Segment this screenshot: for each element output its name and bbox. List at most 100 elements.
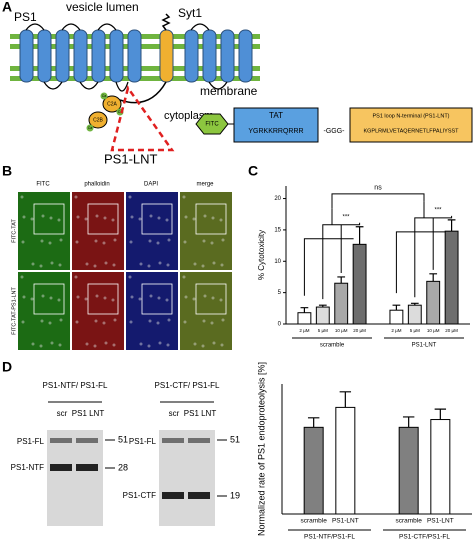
helix bbox=[220, 29, 235, 83]
panel-label: A bbox=[2, 0, 12, 15]
error-bar bbox=[434, 408, 447, 420]
speck bbox=[211, 216, 215, 220]
speck bbox=[76, 295, 80, 299]
calcium bbox=[86, 124, 94, 132]
micrograph bbox=[126, 192, 178, 270]
speck bbox=[21, 320, 25, 324]
x-tick-label: 10 µM bbox=[427, 328, 440, 333]
inset bbox=[33, 283, 65, 315]
helix bbox=[127, 29, 142, 83]
significance: *** bbox=[342, 214, 350, 220]
speck bbox=[95, 214, 99, 218]
speck bbox=[201, 344, 205, 348]
bar bbox=[334, 282, 349, 325]
speck bbox=[193, 262, 197, 266]
speck bbox=[184, 295, 188, 299]
significance: ns bbox=[374, 185, 382, 192]
y-tick-label: 5 bbox=[278, 290, 282, 296]
significance: *** bbox=[434, 207, 442, 213]
speck bbox=[21, 240, 25, 244]
band bbox=[76, 438, 98, 443]
speck bbox=[40, 239, 44, 243]
speck bbox=[221, 318, 225, 322]
calcium-label: Ca bbox=[118, 110, 123, 114]
construct-sequence: KGPLRMLVETAQERNETLFPALIYSST bbox=[363, 128, 459, 134]
speck bbox=[210, 321, 214, 325]
x-tick-label: scramble bbox=[395, 518, 422, 525]
sig-bracket bbox=[395, 201, 453, 298]
lane-label: PS1 LNT bbox=[72, 409, 105, 418]
speck bbox=[40, 319, 44, 323]
sig-bracket bbox=[303, 208, 361, 300]
speck bbox=[58, 263, 62, 267]
x-tick-label: PS1-LNT bbox=[332, 518, 359, 525]
speck bbox=[74, 275, 78, 279]
error-bar bbox=[392, 304, 401, 311]
speck bbox=[41, 214, 45, 218]
speck bbox=[138, 217, 142, 221]
speck bbox=[93, 264, 97, 268]
tat-box bbox=[233, 107, 319, 143]
error-bar bbox=[447, 219, 456, 232]
inset bbox=[141, 203, 173, 235]
c2-label: C2A bbox=[107, 101, 117, 107]
speck bbox=[166, 263, 170, 267]
band bbox=[162, 438, 184, 443]
speck bbox=[158, 341, 162, 345]
diagram-label: vesicle lumen bbox=[66, 0, 139, 14]
sig-bracket bbox=[331, 193, 425, 209]
panel-label: D bbox=[2, 359, 12, 375]
x-tick-label: 20 µM bbox=[353, 328, 366, 333]
speck bbox=[49, 216, 53, 220]
speck bbox=[139, 342, 143, 346]
speck bbox=[139, 262, 143, 266]
panel-label: B bbox=[2, 163, 12, 179]
y-tick-label: 20 bbox=[274, 196, 281, 202]
y-axis-label: Normalized rate of PS1 endoproteolysis [… bbox=[256, 362, 266, 536]
speck bbox=[59, 238, 63, 242]
micrograph bbox=[72, 192, 124, 270]
y-tick-label: 0 bbox=[278, 322, 282, 328]
micrograph bbox=[72, 272, 124, 350]
blot bbox=[159, 430, 215, 526]
speck bbox=[22, 215, 26, 219]
speck bbox=[48, 321, 52, 325]
speck bbox=[112, 343, 116, 347]
lnt-box bbox=[349, 107, 473, 143]
speck bbox=[166, 343, 170, 347]
speck bbox=[182, 275, 186, 279]
speck bbox=[31, 342, 35, 346]
bar bbox=[389, 309, 404, 325]
blot bbox=[47, 430, 103, 526]
speck bbox=[130, 215, 134, 219]
speck bbox=[210, 241, 214, 245]
speck bbox=[50, 261, 54, 265]
speck bbox=[129, 240, 133, 244]
speck bbox=[50, 341, 54, 345]
speck bbox=[147, 344, 151, 348]
c2-label: C2B bbox=[93, 117, 103, 123]
calcium bbox=[100, 92, 108, 100]
micrograph bbox=[18, 192, 70, 270]
marker-label: 28 bbox=[118, 462, 128, 472]
construct-label: PS1 loop N-terminal (PS1-LNT) bbox=[372, 113, 449, 119]
speck bbox=[48, 241, 52, 245]
x-tick-label: 20 µM bbox=[445, 328, 458, 333]
error-bar bbox=[318, 304, 327, 308]
lane-label: PS1 LNT bbox=[184, 409, 217, 418]
x-tick-label: scramble bbox=[300, 518, 327, 525]
y-tick-label: 15 bbox=[274, 227, 281, 233]
speck bbox=[147, 264, 151, 268]
c2-domain bbox=[88, 111, 108, 129]
bar bbox=[444, 230, 459, 325]
speck bbox=[112, 263, 116, 267]
speck bbox=[113, 318, 117, 322]
speck bbox=[157, 216, 161, 220]
speck bbox=[212, 261, 216, 265]
band-label: PS1-FL bbox=[17, 437, 45, 446]
speck bbox=[193, 342, 197, 346]
speck bbox=[84, 217, 88, 221]
lnt-triangle bbox=[110, 85, 175, 152]
band bbox=[50, 464, 72, 471]
speck bbox=[31, 262, 35, 266]
